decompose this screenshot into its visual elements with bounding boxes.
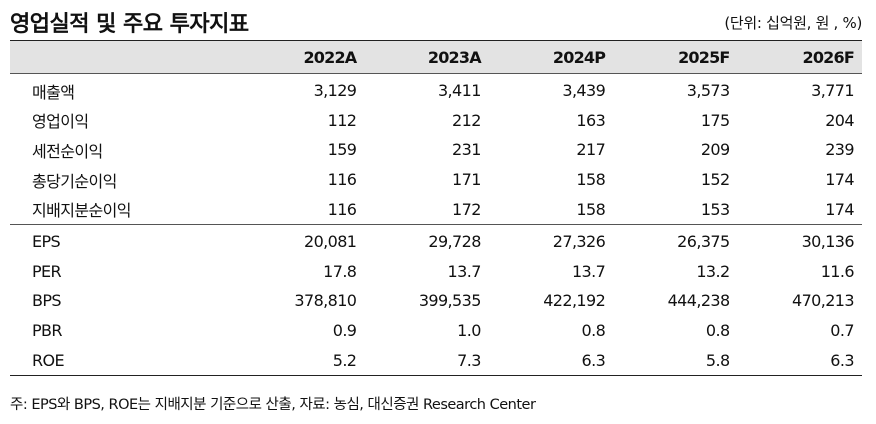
cell-value: 0.7 <box>830 321 854 341</box>
cell-value: 13.2 <box>696 261 730 281</box>
table-title: 영업실적 및 주요 투자지표 <box>10 12 249 37</box>
income-row-group: 매출액 3,129 3,411 3,439 3,573 3,771 영업이익 1… <box>10 74 862 224</box>
table-row: 지배지분순이익 116 172 158 153 174 <box>10 194 862 224</box>
cell-value: 470,213 <box>791 291 855 311</box>
unit-note: (단위: 십억원, 원 , %) <box>724 14 862 32</box>
row-label: PBR <box>32 321 63 341</box>
table-row: PER 17.8 13.7 13.7 13.2 11.6 <box>10 257 862 287</box>
cell-value: 239 <box>825 140 854 160</box>
cell-value: 158 <box>576 199 606 219</box>
table-row: ROE 5.2 7.3 6.3 5.8 6.3 <box>10 345 862 375</box>
table-row: 매출액 3,129 3,411 3,439 3,573 3,771 <box>10 76 862 106</box>
cell-value: 6.3 <box>830 350 854 370</box>
column-header: 2024P <box>552 47 606 67</box>
cell-value: 217 <box>576 140 606 160</box>
row-label: ROE <box>32 350 65 370</box>
cell-value: 212 <box>452 110 481 130</box>
cell-value: 13.7 <box>571 261 606 281</box>
cell-value: 26,375 <box>677 232 730 252</box>
valuation-row-group: EPS 20,081 29,728 27,326 26,375 30,136 P… <box>10 223 862 375</box>
title-row: 영업실적 및 주요 투자지표 (단위: 십억원, 원 , %) <box>10 4 862 37</box>
cell-value: 0.9 <box>332 321 357 341</box>
cell-value: 1.0 <box>457 321 481 341</box>
cell-value: 112 <box>327 110 357 130</box>
cell-value: 153 <box>700 199 730 219</box>
cell-value: 20,081 <box>304 232 357 252</box>
row-label: BPS <box>32 291 62 311</box>
column-header: 2022A <box>303 47 357 67</box>
cell-value: 27,326 <box>552 232 606 252</box>
row-label: PER <box>32 261 62 281</box>
cell-value: 0.8 <box>705 321 730 341</box>
cell-value: 3,439 <box>562 81 606 101</box>
cell-value: 3,411 <box>437 81 481 101</box>
cell-value: 422,192 <box>543 291 606 311</box>
row-label: 지배지분순이익 <box>32 201 131 221</box>
cell-value: 116 <box>327 170 357 190</box>
row-label: 영업이익 <box>32 112 89 132</box>
cell-value: 159 <box>327 140 357 160</box>
row-label: 세전순이익 <box>32 141 103 161</box>
source-footnote: 주: EPS와 BPS, ROE는 지배지분 기준으로 산출, 자료: 농심, … <box>10 397 536 413</box>
cell-value: 13.7 <box>447 261 482 281</box>
cell-value: 152 <box>700 170 730 190</box>
cell-value: 0.8 <box>581 321 606 341</box>
cell-value: 3,129 <box>313 81 357 101</box>
cell-value: 204 <box>825 110 854 130</box>
cell-value: 209 <box>700 140 730 160</box>
table-row: 총당기순이익 116 171 158 152 174 <box>10 165 862 195</box>
column-header: 2023A <box>427 47 482 67</box>
table-row: EPS 20,081 29,728 27,326 26,375 30,136 <box>10 227 862 257</box>
cell-value: 6.3 <box>581 350 606 370</box>
cell-value: 174 <box>825 199 854 219</box>
row-label: EPS <box>32 232 61 252</box>
cell-value: 30,136 <box>801 232 855 252</box>
cell-value: 17.8 <box>323 261 357 281</box>
cell-value: 3,573 <box>686 81 730 101</box>
table-header-row: 2022A 2023A 2024P 2025F 2026F <box>10 41 862 74</box>
cell-value: 444,238 <box>667 291 731 311</box>
cell-value: 171 <box>452 170 481 190</box>
cell-value: 174 <box>825 170 854 190</box>
row-label: 매출액 <box>32 82 75 102</box>
cell-value: 116 <box>327 199 357 219</box>
table-row: 영업이익 112 212 163 175 204 <box>10 106 862 136</box>
cell-value: 163 <box>576 110 606 130</box>
cell-value: 29,728 <box>428 232 481 252</box>
cell-value: 231 <box>452 140 481 160</box>
cell-value: 175 <box>700 110 730 130</box>
cell-value: 11.6 <box>820 261 855 281</box>
cell-value: 378,810 <box>294 291 357 311</box>
cell-value: 5.2 <box>332 350 357 370</box>
column-header: 2025F <box>678 47 730 67</box>
cell-value: 399,535 <box>418 291 482 311</box>
column-header: 2026F <box>802 47 854 67</box>
cell-value: 5.8 <box>705 350 730 370</box>
financial-table: 2022A 2023A 2024P 2025F 2026F 매출액 3,129 … <box>10 40 862 376</box>
table-row: 세전순이익 159 231 217 209 239 <box>10 135 862 165</box>
cell-value: 7.3 <box>457 350 481 370</box>
table-row: BPS 378,810 399,535 422,192 444,238 470,… <box>10 286 862 316</box>
cell-value: 3,771 <box>811 81 854 101</box>
cell-value: 158 <box>576 170 606 190</box>
table-row: PBR 0.9 1.0 0.8 0.8 0.7 <box>10 316 862 346</box>
row-label: 총당기순이익 <box>32 171 117 191</box>
cell-value: 172 <box>452 199 481 219</box>
